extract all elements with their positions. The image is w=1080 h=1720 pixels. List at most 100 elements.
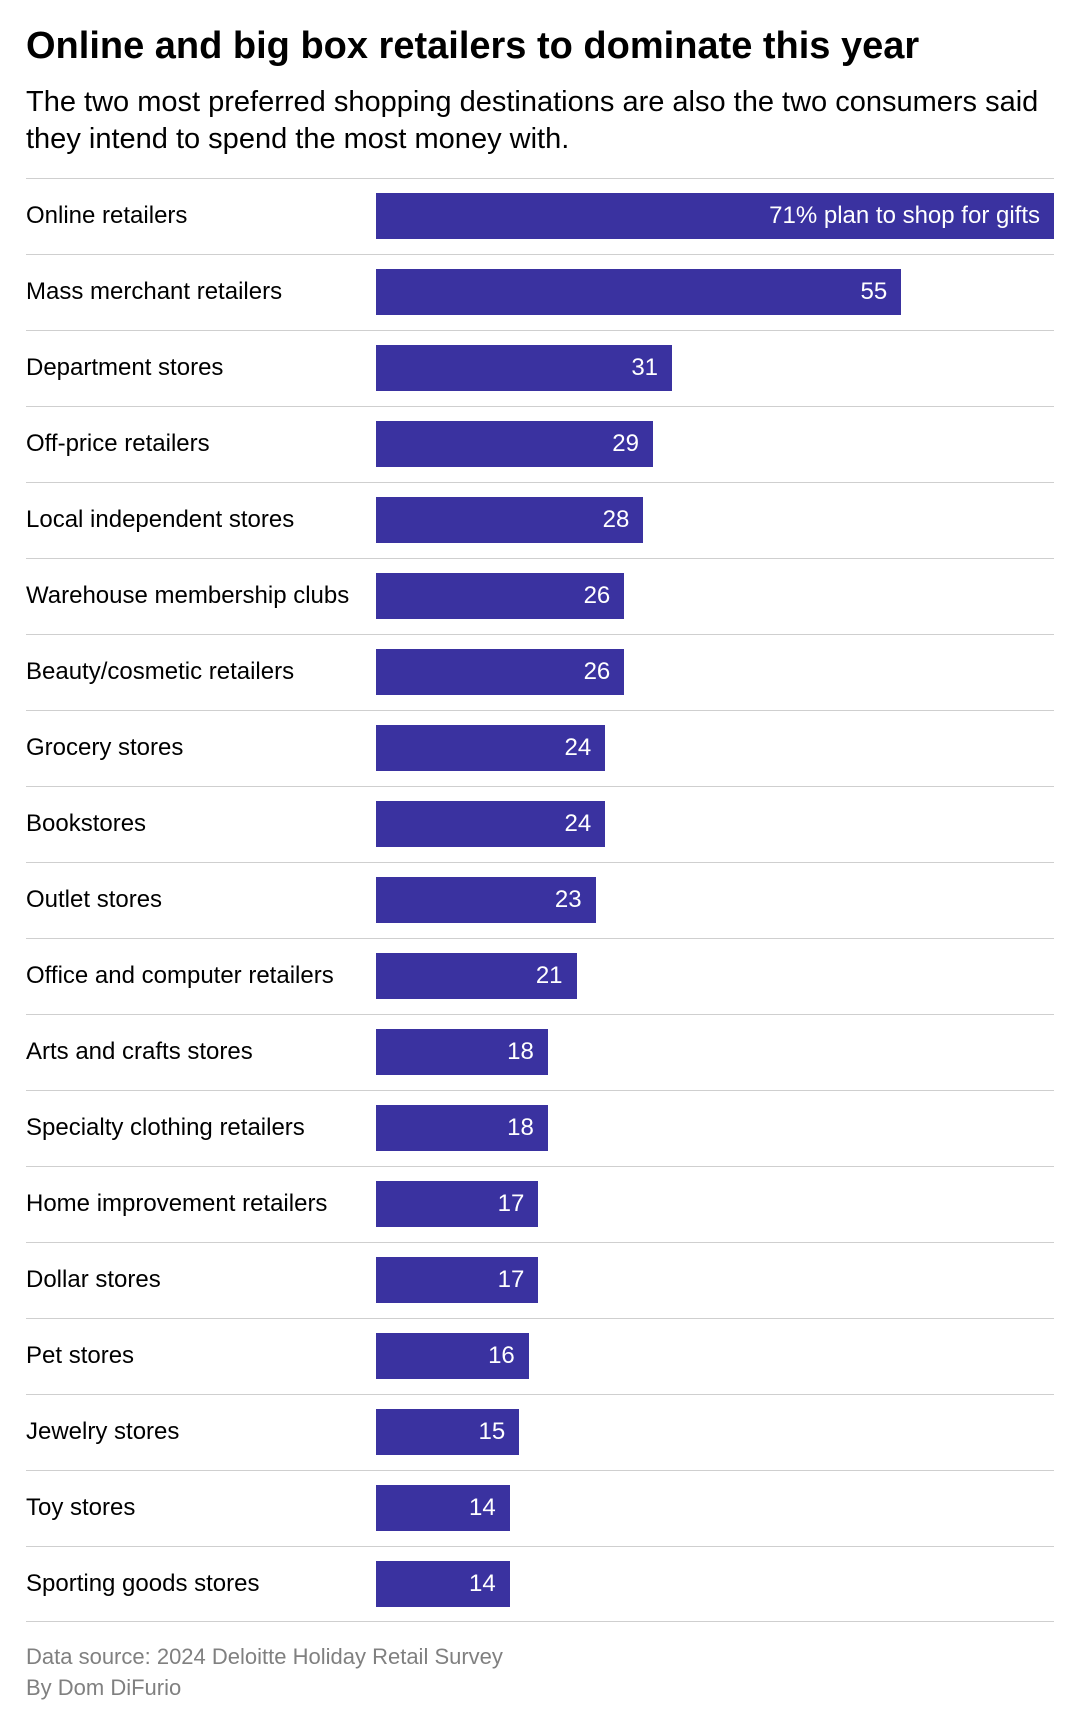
bar-value-label: 16 xyxy=(488,1342,515,1370)
bar-track: 21 xyxy=(376,953,1054,999)
bar-track: 18 xyxy=(376,1105,1054,1151)
bar: 26 xyxy=(376,649,624,695)
bar: 18 xyxy=(376,1029,548,1075)
bar-row: Outlet stores 23 xyxy=(26,862,1054,938)
bar-label: Toy stores xyxy=(26,1495,376,1521)
bar: 18 xyxy=(376,1105,548,1151)
bar-row: Specialty clothing retailers 18 xyxy=(26,1090,1054,1166)
bar-row: Local independent stores 28 xyxy=(26,482,1054,558)
bar-label: Department stores xyxy=(26,355,376,381)
chart-subtitle: The two most preferred shopping destinat… xyxy=(26,84,1054,158)
bar-row: Department stores 31 xyxy=(26,330,1054,406)
footer-source: Data source: 2024 Deloitte Holiday Retai… xyxy=(26,1642,1054,1673)
bar-track: 24 xyxy=(376,801,1054,847)
bar-track: 29 xyxy=(376,421,1054,467)
bar: 31 xyxy=(376,345,672,391)
bar-row: Beauty/cosmetic retailers 26 xyxy=(26,634,1054,710)
bar-value-label: 55 xyxy=(861,278,888,306)
bar-track: 28 xyxy=(376,497,1054,543)
bar-label: Pet stores xyxy=(26,1343,376,1369)
bar-row: Jewelry stores 15 xyxy=(26,1394,1054,1470)
bar-label: Off-price retailers xyxy=(26,431,376,457)
bar-track: 31 xyxy=(376,345,1054,391)
bar-track: 24 xyxy=(376,725,1054,771)
bar-label: Jewelry stores xyxy=(26,1419,376,1445)
bar-value-label: 24 xyxy=(564,734,591,762)
bar-chart: Online retailers 71% plan to shop for gif… xyxy=(26,178,1054,1622)
bar: 71% plan to shop for gifts xyxy=(376,193,1054,239)
bar-value-label: 29 xyxy=(612,430,639,458)
bar-row: Warehouse membership clubs26 xyxy=(26,558,1054,634)
bar-value-label: 15 xyxy=(479,1418,506,1446)
bar-row: Mass merchant retailers 55 xyxy=(26,254,1054,330)
bar-label: Sporting goods stores xyxy=(26,1571,376,1597)
bar-label: Specialty clothing retailers xyxy=(26,1115,376,1141)
bar-track: 26 xyxy=(376,573,1054,619)
bar-label: Dollar stores xyxy=(26,1267,376,1293)
bar: 55 xyxy=(376,269,901,315)
bar-row: Home improvement retailers 17 xyxy=(26,1166,1054,1242)
bar-value-label: 28 xyxy=(603,506,630,534)
bar: 16 xyxy=(376,1333,529,1379)
bar-value-label: 71% plan to shop for gifts xyxy=(769,202,1040,230)
bar-label: Office and computer retailers xyxy=(26,963,376,989)
bar: 24 xyxy=(376,801,605,847)
bar: 21 xyxy=(376,953,577,999)
bar-track: 71% plan to shop for gifts xyxy=(376,193,1054,239)
bar: 14 xyxy=(376,1561,510,1607)
bar-label: Outlet stores xyxy=(26,887,376,913)
bar-row: Arts and crafts stores 18 xyxy=(26,1014,1054,1090)
bar: 29 xyxy=(376,421,653,467)
bar-label: Bookstores xyxy=(26,811,376,837)
bar: 26 xyxy=(376,573,624,619)
bar-label: Mass merchant retailers xyxy=(26,279,376,305)
bar-value-label: 17 xyxy=(498,1266,525,1294)
bar-track: 18 xyxy=(376,1029,1054,1075)
bar-track: 16 xyxy=(376,1333,1054,1379)
bar-value-label: 26 xyxy=(584,582,611,610)
bar-row: Sporting goods stores 14 xyxy=(26,1546,1054,1622)
bar-label: Home improvement retailers xyxy=(26,1191,376,1217)
bar-row: Online retailers 71% plan to shop for gif… xyxy=(26,178,1054,254)
bar-value-label: 17 xyxy=(498,1190,525,1218)
bar-row: Grocery stores 24 xyxy=(26,710,1054,786)
bar-value-label: 14 xyxy=(469,1570,496,1598)
bar-track: 17 xyxy=(376,1181,1054,1227)
bar-value-label: 18 xyxy=(507,1038,534,1066)
footer-byline: By Dom DiFurio xyxy=(26,1673,1054,1704)
bar-value-label: 14 xyxy=(469,1494,496,1522)
bar: 15 xyxy=(376,1409,519,1455)
bar-row: Office and computer retailers 21 xyxy=(26,938,1054,1014)
bar-label: Arts and crafts stores xyxy=(26,1039,376,1065)
bar-label: Local independent stores xyxy=(26,507,376,533)
bar-value-label: 18 xyxy=(507,1114,534,1142)
bar-row: Bookstores 24 xyxy=(26,786,1054,862)
bar-value-label: 24 xyxy=(564,810,591,838)
bar-track: 23 xyxy=(376,877,1054,923)
bar-track: 17 xyxy=(376,1257,1054,1303)
bar-value-label: 26 xyxy=(584,658,611,686)
bar-label: Beauty/cosmetic retailers xyxy=(26,659,376,685)
bar-value-label: 23 xyxy=(555,886,582,914)
bar: 14 xyxy=(376,1485,510,1531)
bar-row: Dollar stores 17 xyxy=(26,1242,1054,1318)
bar: 23 xyxy=(376,877,596,923)
bar-track: 14 xyxy=(376,1561,1054,1607)
bar-label: Online retailers xyxy=(26,203,376,229)
bar-value-label: 31 xyxy=(631,354,658,382)
bar-row: Pet stores 16 xyxy=(26,1318,1054,1394)
bar-row: Off-price retailers 29 xyxy=(26,406,1054,482)
bar-value-label: 21 xyxy=(536,962,563,990)
bar-track: 15 xyxy=(376,1409,1054,1455)
chart-title: Online and big box retailers to dominate… xyxy=(26,24,1054,70)
bar-row: Toy stores 14 xyxy=(26,1470,1054,1546)
bar-label: Grocery stores xyxy=(26,735,376,761)
bar-track: 14 xyxy=(376,1485,1054,1531)
bar: 17 xyxy=(376,1257,538,1303)
bar-track: 55 xyxy=(376,269,1054,315)
bar: 24 xyxy=(376,725,605,771)
bar: 28 xyxy=(376,497,643,543)
bar: 17 xyxy=(376,1181,538,1227)
chart-footer: Data source: 2024 Deloitte Holiday Retai… xyxy=(26,1642,1054,1704)
bar-track: 26 xyxy=(376,649,1054,695)
